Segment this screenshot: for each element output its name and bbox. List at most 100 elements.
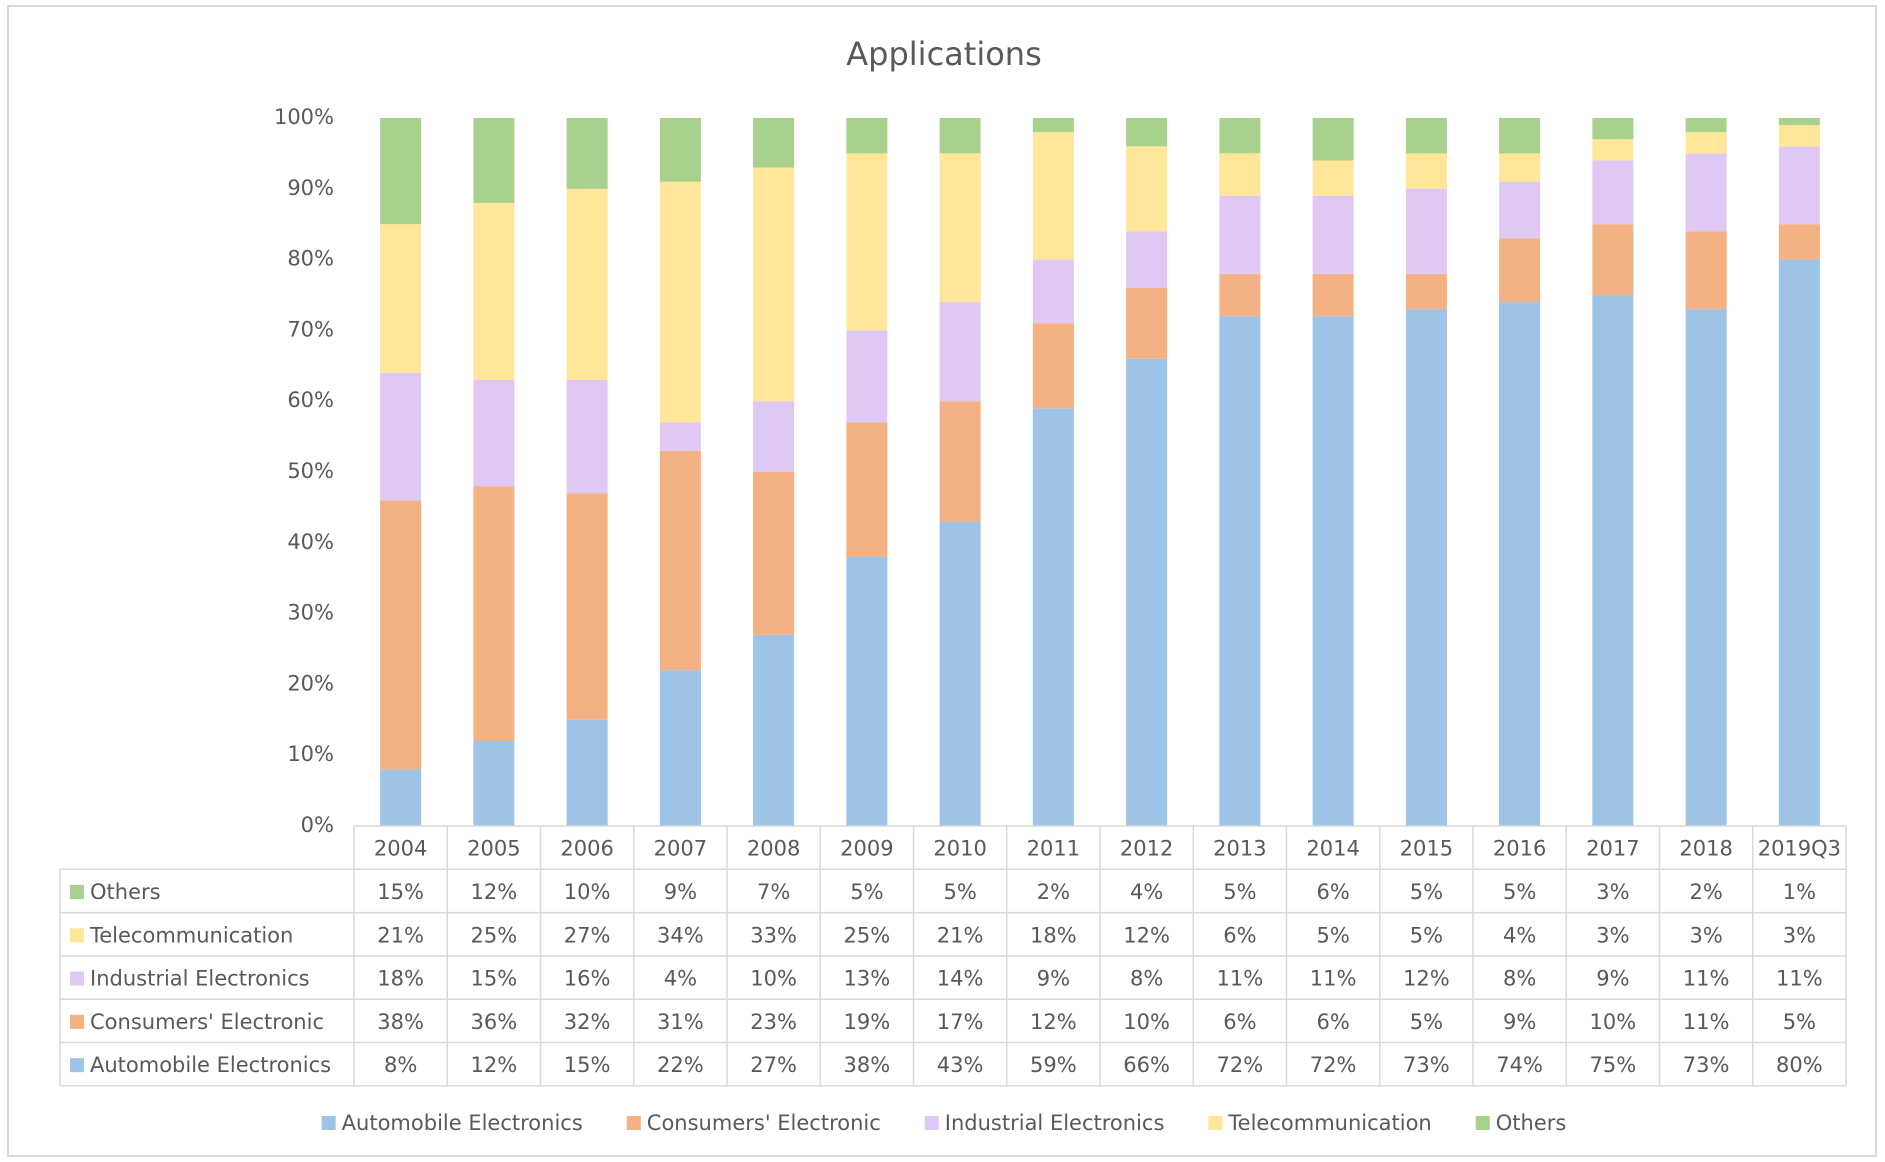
bar-segment	[1126, 287, 1168, 359]
y-tick-label: 100%	[274, 105, 334, 129]
bar-segment	[1312, 195, 1354, 274]
table-cell: 15%	[564, 1053, 611, 1077]
table-cell: 1%	[1783, 880, 1816, 904]
table-cell: 10%	[1123, 1010, 1170, 1034]
table-cell: 6%	[1316, 1010, 1349, 1034]
bar-segment	[1312, 160, 1354, 196]
table-cell: 10%	[750, 967, 797, 991]
bar-segment	[1126, 146, 1168, 232]
table-cell: 9%	[1037, 967, 1070, 991]
bar-segment	[1405, 118, 1447, 154]
bar-segment	[939, 302, 981, 402]
table-cell: 9%	[1596, 967, 1629, 991]
table-cell: 11%	[1683, 1010, 1730, 1034]
bar-segment	[1685, 309, 1727, 826]
table-cell: 19%	[844, 1010, 891, 1034]
table-cell: 73%	[1403, 1053, 1450, 1077]
table-swatch	[70, 1058, 84, 1073]
bar-segment	[659, 181, 701, 423]
table-cell: 31%	[657, 1010, 704, 1034]
table-swatch	[70, 884, 84, 899]
table-cell: 9%	[664, 880, 697, 904]
table-cell: 6%	[1223, 1010, 1256, 1034]
table-cell: 27%	[750, 1053, 797, 1077]
bar-segment	[473, 741, 515, 826]
bar-segment	[939, 153, 981, 303]
table-cell: 7%	[757, 880, 790, 904]
table-swatch	[70, 971, 84, 986]
bar-segment	[1032, 132, 1074, 260]
table-cell: 15%	[377, 880, 424, 904]
table-cell: 13%	[844, 967, 891, 991]
bar-segment	[1312, 316, 1354, 826]
bar-segment	[753, 634, 795, 826]
bar-segment	[1499, 118, 1541, 154]
x-tick-label: 2016	[1493, 837, 1546, 861]
bar-segment	[1685, 153, 1727, 232]
bar-segment	[1032, 408, 1074, 826]
bar-segment	[1032, 118, 1074, 133]
table-cell: 5%	[850, 880, 883, 904]
bar-segment	[1592, 160, 1634, 225]
x-tick-label: 2014	[1306, 837, 1359, 861]
bar-segment	[1032, 259, 1074, 324]
bar-segment	[1592, 224, 1634, 295]
table-cell: 5%	[1410, 1010, 1443, 1034]
bar-segment	[473, 486, 515, 742]
bar-segment	[1126, 231, 1168, 288]
bar-segment	[939, 401, 981, 522]
bar-segment	[380, 118, 422, 225]
bar-segment	[1685, 118, 1727, 133]
bar-segment	[1499, 238, 1541, 303]
bar-segment	[1219, 273, 1261, 317]
bar-segment	[1592, 118, 1634, 140]
bar-segment	[473, 379, 515, 487]
table-cell: 74%	[1496, 1053, 1543, 1077]
y-tick-label: 30%	[287, 601, 334, 625]
y-tick-label: 70%	[287, 317, 334, 341]
legend-label: Others	[1496, 1111, 1567, 1135]
bar-segment	[566, 379, 608, 494]
table-cell: 5%	[943, 880, 976, 904]
x-tick-label: 2015	[1400, 837, 1453, 861]
x-tick-label: 2012	[1120, 837, 1173, 861]
bar-segment	[846, 330, 888, 423]
y-tick-label: 20%	[287, 671, 334, 695]
table-cell: 11%	[1310, 967, 1357, 991]
table-cell: 22%	[657, 1053, 704, 1077]
x-tick-label: 2017	[1586, 837, 1639, 861]
bar-segment	[659, 118, 701, 182]
bar-segment	[846, 118, 888, 154]
bar-segment	[1126, 118, 1168, 147]
bar-segment	[1219, 118, 1261, 154]
table-row-label: Others	[90, 880, 161, 904]
bar-segment	[566, 719, 608, 826]
x-tick-label: 2010	[933, 837, 986, 861]
table-cell: 12%	[1030, 1010, 1077, 1034]
table-cell: 11%	[1776, 967, 1823, 991]
x-tick-label: 2004	[374, 837, 427, 861]
table-cell: 5%	[1783, 1010, 1816, 1034]
table-cell: 10%	[1590, 1010, 1637, 1034]
bar-segment	[1219, 195, 1261, 274]
table-cell: 9%	[1503, 1010, 1536, 1034]
bar-segment	[1219, 153, 1261, 196]
table-cell: 5%	[1316, 923, 1349, 947]
table-swatch	[70, 928, 84, 943]
table-cell: 3%	[1596, 923, 1629, 947]
bar-segment	[380, 372, 422, 501]
bar-segment	[846, 422, 888, 557]
x-tick-label: 2018	[1679, 837, 1732, 861]
bar-segment	[1499, 153, 1541, 182]
legend-label: Industrial Electronics	[945, 1111, 1165, 1135]
table-cell: 72%	[1310, 1053, 1357, 1077]
bar-segment	[659, 450, 701, 671]
bar-segment	[380, 769, 422, 826]
table-cell: 18%	[377, 967, 424, 991]
table-cell: 11%	[1217, 967, 1264, 991]
bar-segment	[473, 118, 515, 203]
table-cell: 38%	[377, 1010, 424, 1034]
bar-segment	[1405, 188, 1447, 274]
table-cell: 18%	[1030, 923, 1077, 947]
